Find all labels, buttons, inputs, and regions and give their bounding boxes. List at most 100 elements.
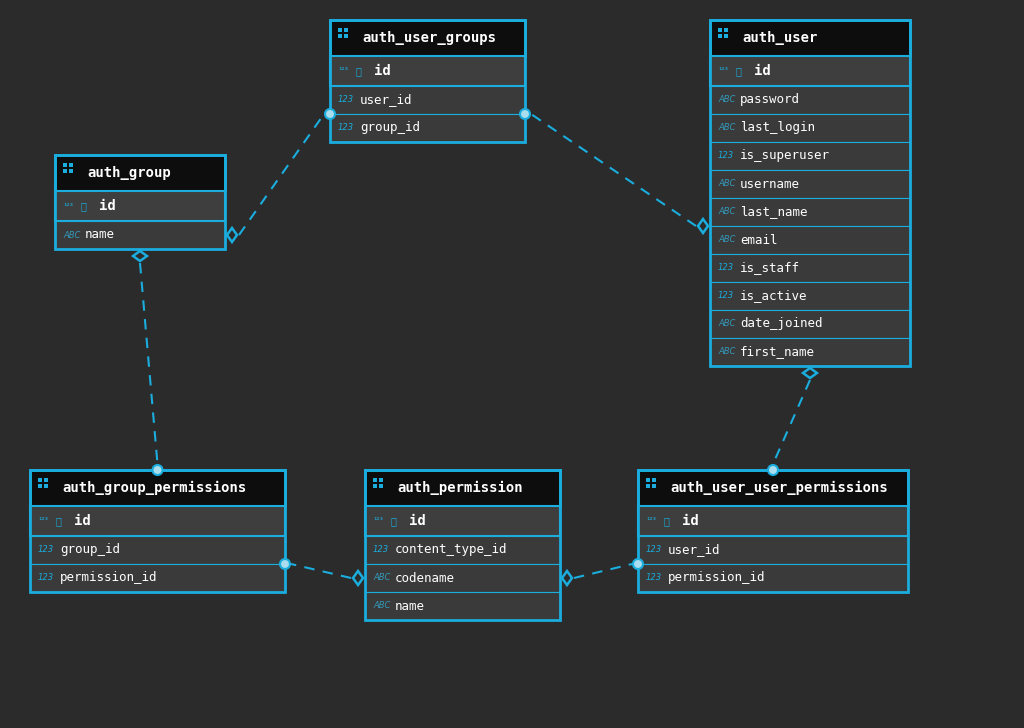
Text: 123: 123 bbox=[373, 545, 389, 555]
Text: codename: codename bbox=[395, 571, 455, 585]
Circle shape bbox=[768, 465, 778, 475]
Text: 🔑: 🔑 bbox=[736, 66, 741, 76]
Bar bbox=[330, 86, 525, 114]
Text: 🔑: 🔑 bbox=[81, 201, 87, 211]
Text: ABC: ABC bbox=[718, 207, 735, 216]
Text: id: id bbox=[374, 64, 391, 78]
Text: ABC: ABC bbox=[718, 124, 735, 132]
Bar bbox=[638, 564, 908, 592]
Text: ABC: ABC bbox=[718, 235, 735, 245]
Bar bbox=[710, 114, 910, 142]
Text: ¹²³: ¹²³ bbox=[63, 202, 73, 210]
Bar bbox=[710, 86, 910, 114]
Bar bbox=[63, 163, 68, 167]
Bar bbox=[651, 478, 655, 483]
Bar bbox=[30, 564, 285, 592]
Bar bbox=[365, 536, 560, 564]
Bar bbox=[330, 20, 525, 142]
Bar bbox=[55, 155, 225, 249]
Bar bbox=[330, 20, 525, 56]
Bar bbox=[710, 310, 910, 338]
Bar bbox=[710, 338, 910, 366]
Text: name: name bbox=[395, 599, 425, 612]
Text: user_id: user_id bbox=[668, 544, 721, 556]
Text: ABC: ABC bbox=[718, 180, 735, 189]
Bar bbox=[710, 170, 910, 198]
Text: 🔑: 🔑 bbox=[664, 516, 670, 526]
Bar bbox=[30, 470, 285, 592]
Text: auth_group: auth_group bbox=[87, 166, 171, 180]
Text: ABC: ABC bbox=[373, 601, 390, 611]
Text: is_active: is_active bbox=[740, 290, 808, 303]
Bar bbox=[724, 28, 728, 33]
Bar bbox=[710, 226, 910, 254]
Text: id: id bbox=[99, 199, 116, 213]
Bar bbox=[373, 478, 378, 483]
Text: ¹²³: ¹²³ bbox=[373, 516, 383, 526]
Circle shape bbox=[325, 109, 335, 119]
Text: id: id bbox=[409, 514, 426, 528]
Bar bbox=[338, 28, 342, 33]
Bar bbox=[44, 483, 48, 488]
Text: is_staff: is_staff bbox=[740, 261, 800, 274]
Text: auth_user_groups: auth_user_groups bbox=[362, 31, 496, 45]
Bar bbox=[69, 163, 73, 167]
Bar bbox=[710, 198, 910, 226]
Bar bbox=[44, 478, 48, 483]
Text: group_id: group_id bbox=[60, 544, 120, 556]
Bar bbox=[55, 221, 225, 249]
Circle shape bbox=[633, 559, 643, 569]
Text: last_login: last_login bbox=[740, 122, 815, 135]
Text: ABC: ABC bbox=[718, 95, 735, 105]
Text: ABC: ABC bbox=[63, 231, 80, 240]
Bar bbox=[365, 470, 560, 620]
Bar bbox=[63, 169, 68, 173]
Bar bbox=[379, 483, 383, 488]
Text: ¹²³: ¹²³ bbox=[718, 66, 728, 76]
Bar bbox=[718, 33, 722, 38]
Bar bbox=[710, 142, 910, 170]
Text: 🔑: 🔑 bbox=[56, 516, 61, 526]
Text: 123: 123 bbox=[338, 95, 354, 105]
Text: auth_group_permissions: auth_group_permissions bbox=[62, 481, 246, 495]
Text: group_id: group_id bbox=[360, 122, 420, 135]
Text: ¹²³: ¹²³ bbox=[338, 66, 348, 76]
Bar bbox=[30, 536, 285, 564]
Bar bbox=[38, 483, 42, 488]
Text: permission_id: permission_id bbox=[668, 571, 766, 585]
Text: ABC: ABC bbox=[718, 347, 735, 357]
Bar bbox=[38, 478, 42, 483]
Text: 123: 123 bbox=[38, 574, 54, 582]
Text: ¹²³: ¹²³ bbox=[646, 516, 656, 526]
Text: 123: 123 bbox=[718, 291, 734, 301]
Bar bbox=[710, 20, 910, 366]
Text: 123: 123 bbox=[338, 124, 354, 132]
Bar bbox=[365, 470, 560, 506]
Bar bbox=[365, 564, 560, 592]
Bar bbox=[365, 506, 560, 536]
Bar bbox=[55, 191, 225, 221]
Text: id: id bbox=[74, 514, 91, 528]
Bar bbox=[651, 483, 655, 488]
Bar bbox=[710, 254, 910, 282]
Text: username: username bbox=[740, 178, 800, 191]
Bar bbox=[379, 478, 383, 483]
Bar bbox=[373, 483, 378, 488]
Text: auth_user_user_permissions: auth_user_user_permissions bbox=[670, 481, 888, 495]
Text: is_superuser: is_superuser bbox=[740, 149, 830, 162]
Circle shape bbox=[280, 559, 290, 569]
Text: auth_user: auth_user bbox=[742, 31, 817, 45]
Text: id: id bbox=[682, 514, 698, 528]
Text: ABC: ABC bbox=[718, 320, 735, 328]
Text: 🔑: 🔑 bbox=[391, 516, 397, 526]
Text: last_name: last_name bbox=[740, 205, 808, 218]
Bar bbox=[638, 536, 908, 564]
Text: 123: 123 bbox=[718, 151, 734, 160]
Text: 🔑: 🔑 bbox=[356, 66, 361, 76]
Bar bbox=[55, 155, 225, 191]
Bar bbox=[30, 470, 285, 506]
Bar bbox=[710, 282, 910, 310]
Text: ¹²³: ¹²³ bbox=[38, 516, 48, 526]
Text: password: password bbox=[740, 93, 800, 106]
Circle shape bbox=[520, 109, 530, 119]
